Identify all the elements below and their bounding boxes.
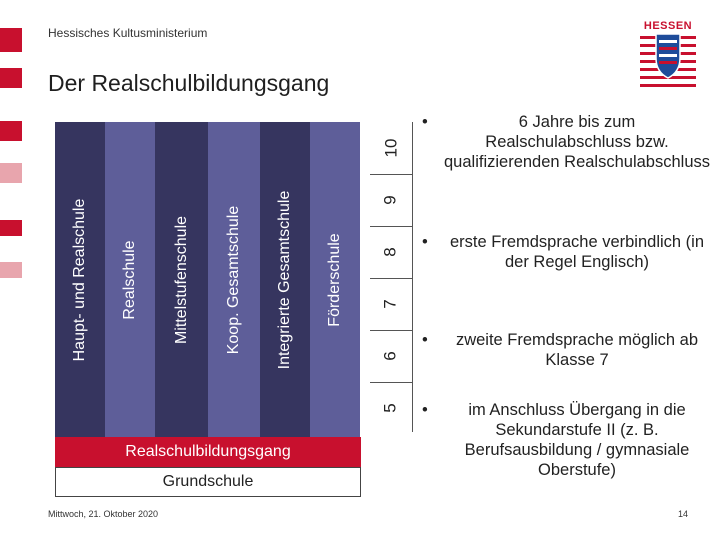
- footer-date: Mittwoch, 21. Oktober 2020: [48, 509, 159, 519]
- column-integrierte-gesamtschule: Integrierte Gesamtschule: [260, 122, 310, 437]
- bullet-item: • erste Fremdsprache verbindlich (in der…: [422, 232, 710, 272]
- school-types-diagram: Haupt- und Realschule Realschule Mittels…: [55, 122, 360, 437]
- logo-text: HESSEN: [643, 20, 693, 32]
- decor-square: [0, 163, 22, 183]
- column-label: Koop. Gesamtschule: [225, 205, 242, 354]
- bullet-text: im Anschluss Übergang in die Sekundarstu…: [464, 401, 690, 479]
- grade-9: 9: [370, 174, 412, 227]
- grade-6: 6: [370, 330, 412, 383]
- grade-number: 6: [381, 351, 400, 361]
- grade-number: 8: [381, 247, 400, 257]
- page-title: Der Realschulbildungsgang: [48, 70, 330, 96]
- bullet-item: • im Anschluss Übergang in die Sekundars…: [422, 400, 710, 480]
- grade-7: 7: [370, 278, 412, 331]
- grade-number: 10: [380, 138, 400, 158]
- grade-number: 5: [381, 403, 400, 413]
- column-koop-gesamtschule: Koop. Gesamtschule: [208, 122, 260, 437]
- column-label: Förderschule: [326, 232, 343, 327]
- decor-square: [0, 262, 22, 278]
- column-haupt-und-realschule: Haupt- und Realschule: [55, 122, 105, 437]
- page-number: 14: [678, 509, 689, 519]
- bullet-dot-icon: •: [422, 331, 428, 349]
- ministry-name: Hessisches Kultusministerium: [48, 26, 208, 40]
- column-realschule: Realschule: [105, 122, 155, 437]
- column-label: Integrierte Gesamtschule: [276, 190, 293, 369]
- grade-number: 7: [381, 299, 400, 309]
- hessen-logo: HESSEN: [640, 20, 696, 96]
- coat-of-arms-icon: [640, 34, 696, 87]
- column-mittelstufenschule: Mittelstufenschule: [155, 122, 208, 437]
- bullet-dot-icon: •: [422, 233, 428, 251]
- decor-square: [0, 220, 22, 236]
- column-label: Realschule: [121, 239, 138, 320]
- grade-number: 9: [381, 195, 400, 205]
- grade-8: 8: [370, 226, 412, 279]
- column-foerderschule: Förderschule: [310, 122, 360, 437]
- bullet-dot-icon: •: [422, 401, 428, 419]
- column-label: Mittelstufenschule: [172, 215, 190, 344]
- bullet-text: zweite Fremdsprache möglich ab Klasse 7: [455, 331, 699, 369]
- grade-scale: 10 9 8 7 6 5: [370, 122, 413, 432]
- bullet-item: • zweite Fremdsprache möglich ab Klasse …: [422, 330, 710, 370]
- grundschule-bar: Grundschule: [55, 467, 361, 497]
- realschulbildungsgang-bar: Realschulbildungsgang: [55, 437, 361, 467]
- grade-5: 5: [370, 382, 412, 434]
- decor-square: [0, 28, 22, 52]
- column-label: Haupt- und Realschule: [71, 198, 88, 361]
- bullet-item: • 6 Jahre bis zum Realschulabschluss bzw…: [422, 112, 710, 172]
- bullet-text: 6 Jahre bis zum Realschulabschluss bzw. …: [444, 113, 710, 171]
- bullet-dot-icon: •: [422, 113, 428, 131]
- grade-10: 10: [370, 122, 412, 175]
- decor-square: [0, 121, 22, 141]
- decor-square: [0, 68, 22, 88]
- bullet-text: erste Fremdsprache verbindlich (in der R…: [449, 233, 705, 271]
